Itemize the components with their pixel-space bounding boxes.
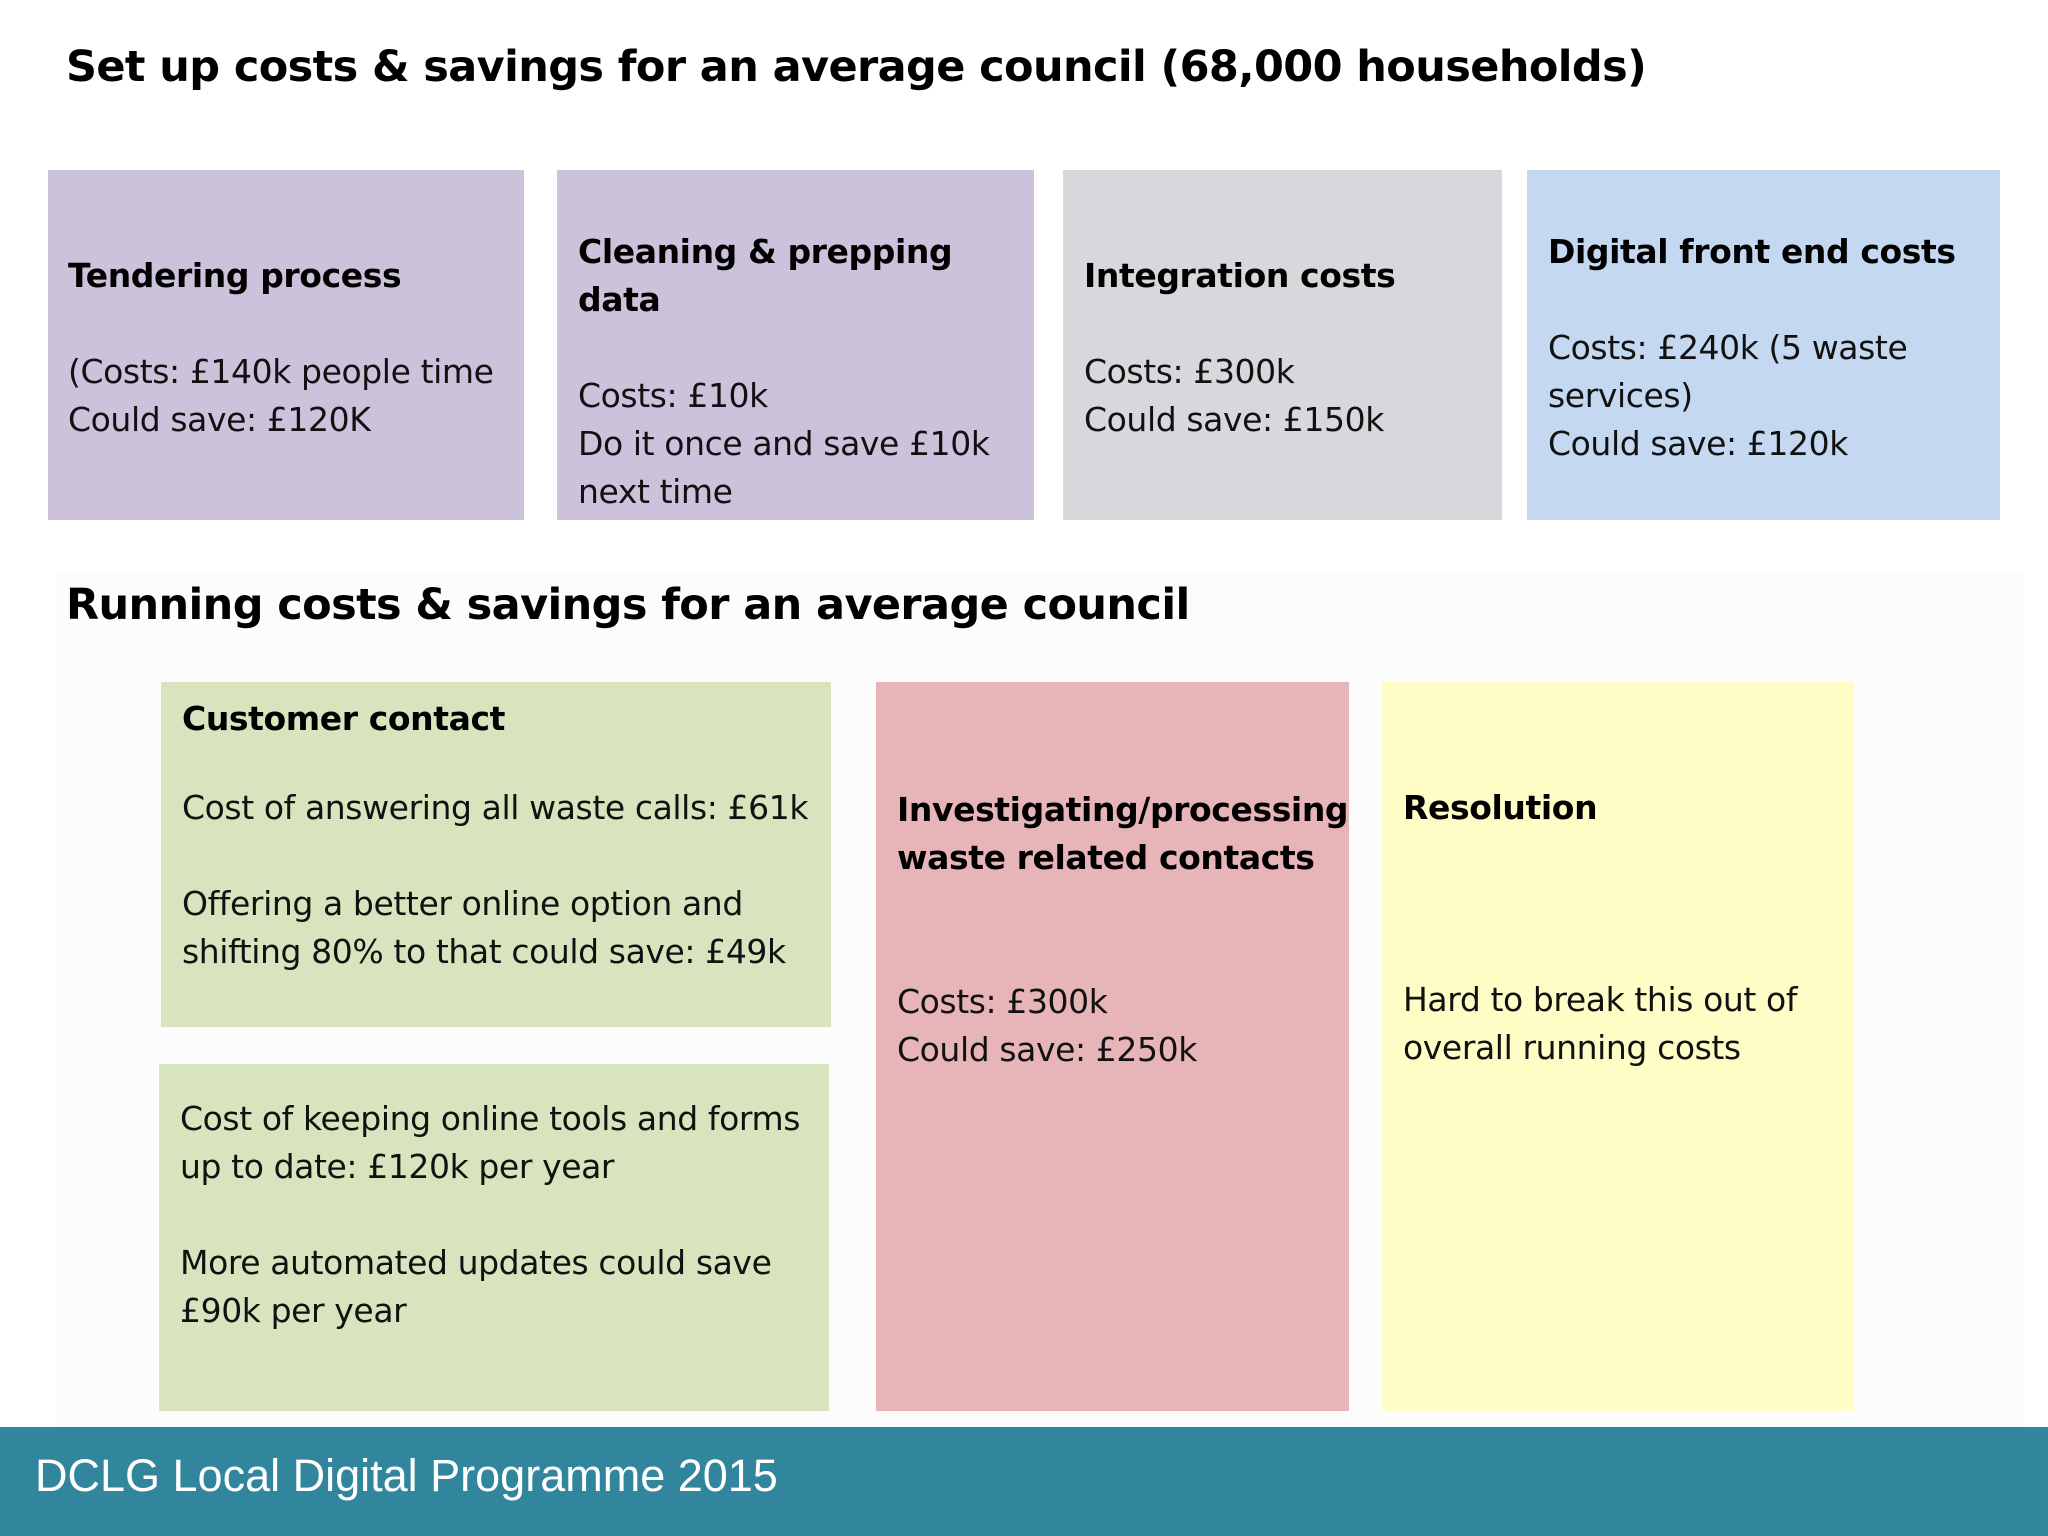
tendering-costs: (Costs: £140k people time xyxy=(68,352,494,391)
investigating-title: Investigating/processing xyxy=(897,790,1349,829)
tendering-title: Tendering process xyxy=(68,256,402,295)
tendering-savings: Could save: £120K xyxy=(68,400,371,439)
integration-costs-card: Integration costs Costs: £300k Could sav… xyxy=(1063,170,1502,520)
cleaning-data-card: Cleaning & prepping data Costs: £10k Do … xyxy=(557,170,1034,520)
setup-heading: Set up costs & savings for an average co… xyxy=(66,42,1647,92)
resolution-note-cont: overall running costs xyxy=(1403,1028,1741,1067)
cleaning-savings: Do it once and save £10k xyxy=(578,424,990,463)
online-costs-cont: up to date: £120k per year xyxy=(180,1147,615,1186)
customer-contact-card: Customer contact Cost of answering all w… xyxy=(161,682,831,1027)
customer-costs: Cost of answering all waste calls: £61k xyxy=(182,788,809,827)
online-costs: Cost of keeping online tools and forms xyxy=(180,1099,800,1138)
customer-savings-cont: shifting 80% to that could save: £49k xyxy=(182,932,786,971)
digital-costs: Costs: £240k (5 waste xyxy=(1548,328,1908,367)
footer-text: DCLG Local Digital Programme 2015 xyxy=(35,1450,778,1501)
customer-title: Customer contact xyxy=(182,699,506,738)
investigating-savings: Could save: £250k xyxy=(897,1030,1197,1069)
digital-savings: Could save: £120k xyxy=(1548,424,1848,463)
cleaning-costs: Costs: £10k xyxy=(578,376,768,415)
investigating-contacts-card: Investigating/processing waste related c… xyxy=(876,682,1349,1411)
digital-costs-cont: services) xyxy=(1548,376,1693,415)
integration-savings: Could save: £150k xyxy=(1084,400,1384,439)
resolution-card: Resolution Hard to break this out of ove… xyxy=(1382,682,1854,1411)
integration-costs: Costs: £300k xyxy=(1084,352,1295,391)
footer-bar: DCLG Local Digital Programme 2015 xyxy=(0,1427,2048,1536)
cleaning-savings-cont: next time xyxy=(578,472,733,511)
online-savings-cont: £90k per year xyxy=(180,1291,407,1330)
investigating-title-cont: waste related contacts xyxy=(897,838,1315,877)
cleaning-title: Cleaning & prepping data xyxy=(578,232,953,319)
integration-title: Integration costs xyxy=(1084,256,1396,295)
resolution-title: Resolution xyxy=(1403,788,1598,827)
tendering-process-card: Tendering process (Costs: £140k people t… xyxy=(48,170,524,520)
digital-title: Digital front end costs xyxy=(1548,232,1956,271)
resolution-note: Hard to break this out of xyxy=(1403,980,1798,1019)
online-tools-card: Cost of keeping online tools and forms u… xyxy=(159,1064,829,1411)
digital-front-end-card: Digital front end costs Costs: £240k (5 … xyxy=(1527,170,2000,520)
online-savings: More automated updates could save xyxy=(180,1243,772,1282)
customer-savings: Offering a better online option and xyxy=(182,884,743,923)
investigating-costs: Costs: £300k xyxy=(897,982,1108,1021)
running-heading: Running costs & savings for an average c… xyxy=(66,580,1190,630)
